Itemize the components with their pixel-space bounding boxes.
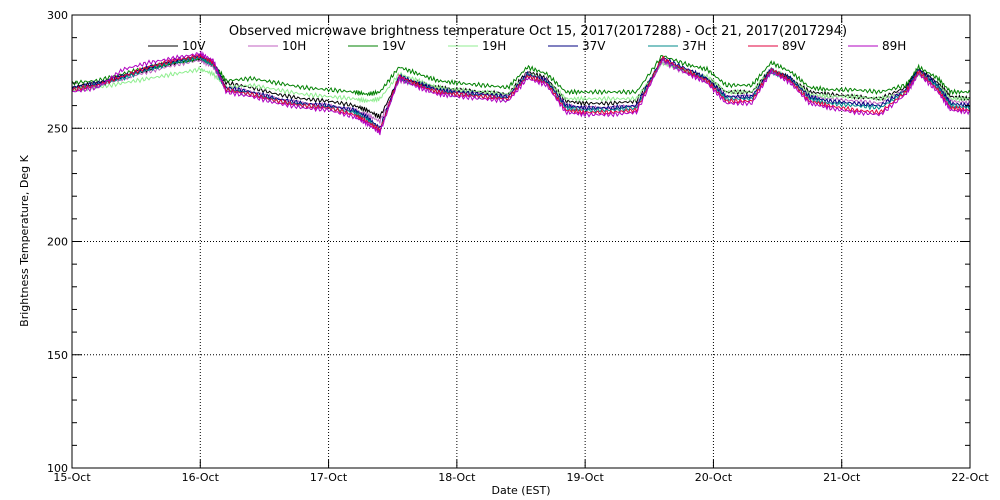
x-tick-label: 20-Oct bbox=[695, 471, 733, 484]
legend-label-19h: 19H bbox=[482, 39, 506, 53]
series-line-10h bbox=[71, 59, 971, 125]
legend-label-10v: 10V bbox=[182, 39, 206, 53]
series-line-89v bbox=[71, 52, 971, 133]
series-line-37v bbox=[71, 53, 971, 131]
x-tick-label: 22-Oct bbox=[951, 471, 989, 484]
x-tick-label: 18-Oct bbox=[438, 471, 476, 484]
legend-label-10h: 10H bbox=[282, 39, 306, 53]
x-tick-label: 16-Oct bbox=[182, 471, 220, 484]
y-tick-label: 250 bbox=[47, 122, 68, 135]
legend-label-37v: 37V bbox=[582, 39, 606, 53]
y-tick-label: 100 bbox=[47, 462, 68, 475]
series-line-37h bbox=[71, 56, 971, 131]
series-group bbox=[71, 50, 971, 136]
series-line-89h bbox=[71, 50, 971, 136]
x-tick-label: 19-Oct bbox=[566, 471, 604, 484]
legend-label-89h: 89H bbox=[882, 39, 906, 53]
chart-title: Observed microwave brightness temperatur… bbox=[229, 24, 847, 39]
x-tick-label: 21-Oct bbox=[823, 471, 861, 484]
y-axis-label: Brightness Temperature, Deg K bbox=[18, 154, 31, 326]
x-tick-label: 15-Oct bbox=[53, 471, 91, 484]
y-axis: 100 150 200 250 300 bbox=[47, 9, 970, 475]
legend-label-89v: 89V bbox=[782, 39, 806, 53]
legend-label-19v: 19V bbox=[382, 39, 406, 53]
x-tick-label: 17-Oct bbox=[310, 471, 348, 484]
x-axis: 15-Oct 16-Oct 17-Oct 18-Oct 19-Oct 20-Oct 21-O… bbox=[53, 15, 989, 484]
y-tick-label: 300 bbox=[47, 9, 68, 22]
y-tick-label: 200 bbox=[47, 236, 68, 249]
legend-label-37h: 37H bbox=[682, 39, 706, 53]
x-axis-label: Date (EST) bbox=[491, 484, 550, 497]
y-tick-label: 150 bbox=[47, 349, 68, 362]
series-line-19v bbox=[71, 54, 971, 97]
legend: 10V 10H 19V 19H 37V 37H 89V 89H bbox=[148, 39, 906, 53]
